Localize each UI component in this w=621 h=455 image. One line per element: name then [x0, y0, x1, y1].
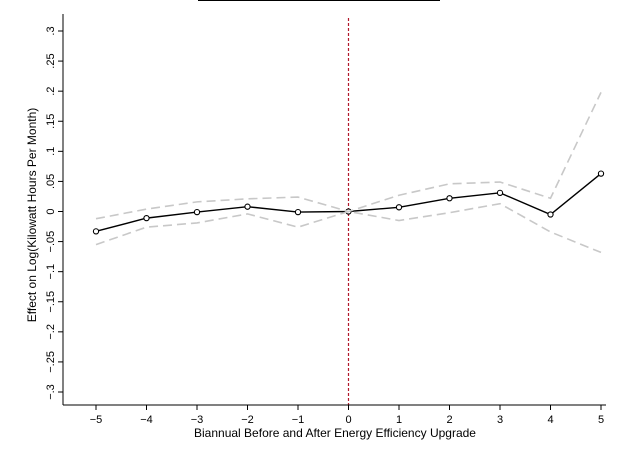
data-point — [547, 211, 554, 218]
data-point — [193, 208, 201, 216]
y-axis-title: Effect on Log(Kilowatt Hours Per Month) — [25, 108, 39, 323]
y-tick-label: .2 — [45, 87, 57, 96]
x-tick-label: 2 — [446, 414, 452, 426]
y-tick-label: .05 — [45, 174, 57, 189]
y-tick-label: 0 — [45, 208, 57, 214]
y-tick-label: −.15 — [45, 291, 57, 313]
x-tick-label: −2 — [241, 414, 254, 426]
x-tick-label: 3 — [497, 414, 503, 426]
x-tick-label: −3 — [191, 414, 204, 426]
y-tick-label: .3 — [45, 26, 57, 35]
data-point — [496, 189, 504, 196]
y-tick-label: −.3 — [45, 384, 57, 400]
data-point — [597, 170, 605, 177]
data-point — [92, 228, 100, 235]
data-point — [244, 203, 251, 210]
data-point — [294, 208, 302, 216]
y-tick-label: .15 — [45, 114, 57, 129]
x-axis-title: Biannual Before and After Energy Efficie… — [194, 426, 476, 440]
x-tick-label: 0 — [345, 414, 351, 426]
data-point — [143, 214, 150, 222]
x-tick-label: 5 — [598, 414, 604, 426]
x-tick-label: 1 — [396, 414, 402, 426]
x-tick-label: 4 — [547, 414, 553, 426]
axes: −.3 −.25 −.2 −.15 −.1 −.05 0 .05 .1 .15 .2 .25 .3 −5 −… — [45, 14, 606, 426]
data-point — [446, 195, 453, 202]
data-point — [395, 204, 403, 211]
y-tick-label: −.25 — [45, 351, 57, 373]
y-tick-label: .25 — [45, 53, 57, 68]
y-tick-label: −.1 — [45, 264, 57, 280]
y-tick-label: −.05 — [45, 231, 57, 253]
y-tick-label: −.2 — [45, 324, 57, 340]
x-tick-label: −5 — [90, 414, 103, 426]
series-line-lower-ci — [95, 202, 602, 254]
x-tick-label: −1 — [292, 414, 305, 426]
x-tick-label: −4 — [140, 414, 153, 426]
plot-area — [92, 18, 605, 405]
y-tick-label: .1 — [45, 147, 57, 156]
